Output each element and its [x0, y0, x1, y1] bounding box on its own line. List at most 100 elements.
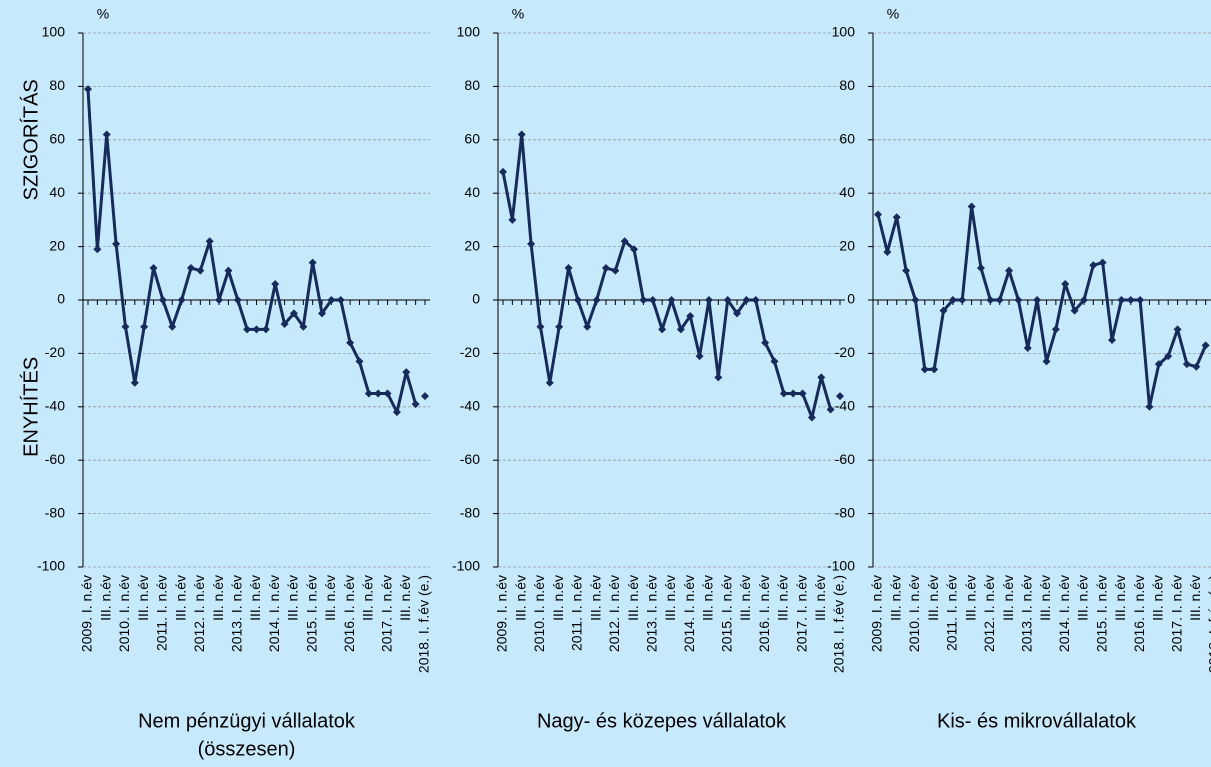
x-tick-label: 2015. I. n.év [1093, 575, 1109, 652]
data-point [639, 296, 648, 304]
data-point [686, 312, 695, 321]
data-point [1108, 336, 1117, 345]
data-point [392, 408, 401, 417]
x-tick-label: 2016. I. n.év [1131, 575, 1147, 652]
data-point [1173, 325, 1182, 334]
x-tick-label: III. n.év [512, 575, 528, 621]
data-point [1042, 357, 1051, 366]
y-tick-label: -40 [45, 398, 65, 414]
unit-label: % [887, 6, 899, 22]
data-point [364, 389, 373, 398]
x-tick-label: III. n.év [322, 575, 338, 621]
x-tick-label: III. n.év [1112, 575, 1128, 621]
data-point [271, 279, 280, 288]
y-tick-label: 40 [49, 184, 65, 200]
data-point [704, 296, 713, 304]
x-tick-label: 2017. I. n.év [378, 575, 394, 652]
data-point [1126, 296, 1135, 304]
data-point [346, 338, 355, 347]
data-point [555, 322, 564, 331]
panel-title: Kis- és mikrovállalatok [937, 710, 1137, 732]
data-point [817, 373, 826, 382]
data-point [215, 296, 224, 304]
data-point [601, 263, 610, 272]
y-tick-label: -40 [835, 398, 855, 414]
data-point [411, 400, 420, 409]
x-tick-label: 2017. I. n.év [793, 575, 809, 652]
data-point [102, 130, 111, 139]
data-point [1098, 258, 1107, 267]
data-point [1033, 296, 1042, 304]
panel-title: (összesen) [198, 738, 296, 760]
x-tick-label: 2011. I. n.év [944, 575, 960, 651]
data-point [224, 266, 233, 275]
data-point [798, 389, 807, 398]
data-line [501, 132, 833, 419]
data-point [1014, 296, 1023, 304]
x-tick-label: III. n.év [1075, 575, 1091, 621]
data-point [920, 365, 929, 374]
x-tick-label: 2017. I. n.év [1168, 575, 1184, 652]
x-tick-label: 2012. I. n.év [981, 575, 997, 652]
data-point [723, 296, 732, 304]
data-point [958, 296, 967, 304]
y-tick-label: 20 [49, 237, 65, 253]
x-tick-label: 2018. I. f.év (e.) [831, 575, 847, 673]
data-point [874, 210, 882, 219]
x-tick-label: 2016. I. n.év [756, 575, 772, 652]
y-tick-label: -20 [835, 344, 855, 360]
x-tick-label: III. n.év [925, 575, 941, 621]
data-point [620, 237, 629, 246]
data-point [1182, 360, 1191, 369]
y-label-bottom: ENYHÍTÉS [19, 357, 42, 457]
data-point [196, 266, 205, 275]
data-point [902, 266, 911, 275]
data-point [592, 296, 601, 304]
x-tick-label: 2014. I. n.év [266, 575, 282, 652]
data-point [421, 392, 429, 401]
data-point [289, 309, 298, 318]
x-tick-label: 2014. I. n.év [681, 575, 697, 652]
y-tick-label: -80 [45, 504, 65, 520]
data-point [121, 322, 130, 331]
y-tick-label: 40 [464, 184, 480, 200]
y-tick-label: -40 [460, 398, 480, 414]
y-tick-label: -20 [460, 344, 480, 360]
x-tick-label: III. n.év [1187, 575, 1203, 621]
data-point [374, 389, 383, 398]
data-point [233, 296, 242, 304]
data-point [84, 85, 92, 94]
data-point [205, 237, 214, 246]
x-tick-label: 2016. I. n.év [341, 575, 357, 652]
y-tick-label: -60 [835, 451, 855, 467]
x-tick-label: 2009. I. n.év [869, 575, 885, 652]
data-point [761, 338, 770, 347]
data-point [995, 296, 1004, 304]
x-tick-label: III. n.év [662, 575, 678, 621]
data-point [252, 325, 261, 334]
x-tick-label: III. n.év [812, 575, 828, 621]
data-point [508, 215, 517, 224]
data-point [130, 378, 139, 387]
x-tick-label: 2018. I. f.év (e.) [416, 575, 432, 673]
data-point [140, 322, 149, 331]
x-tick-label: III. n.év [962, 575, 978, 621]
data-point [695, 352, 704, 361]
data-point [1145, 402, 1154, 411]
x-tick-label: III. n.év [97, 575, 113, 621]
data-line [876, 205, 1208, 409]
data-point [742, 296, 751, 304]
data-point [1051, 325, 1060, 334]
x-tick-label: III. n.év [700, 575, 716, 621]
data-point [807, 413, 816, 422]
data-point [545, 378, 554, 387]
data-point [402, 368, 411, 377]
data-point [168, 322, 177, 331]
data-point [714, 373, 723, 382]
data-point [986, 296, 995, 304]
y-tick-label: 80 [49, 77, 65, 93]
data-point [1117, 296, 1126, 304]
x-tick-label: 2011. I. n.év [569, 575, 585, 651]
data-point [911, 296, 920, 304]
data-point [186, 263, 195, 272]
